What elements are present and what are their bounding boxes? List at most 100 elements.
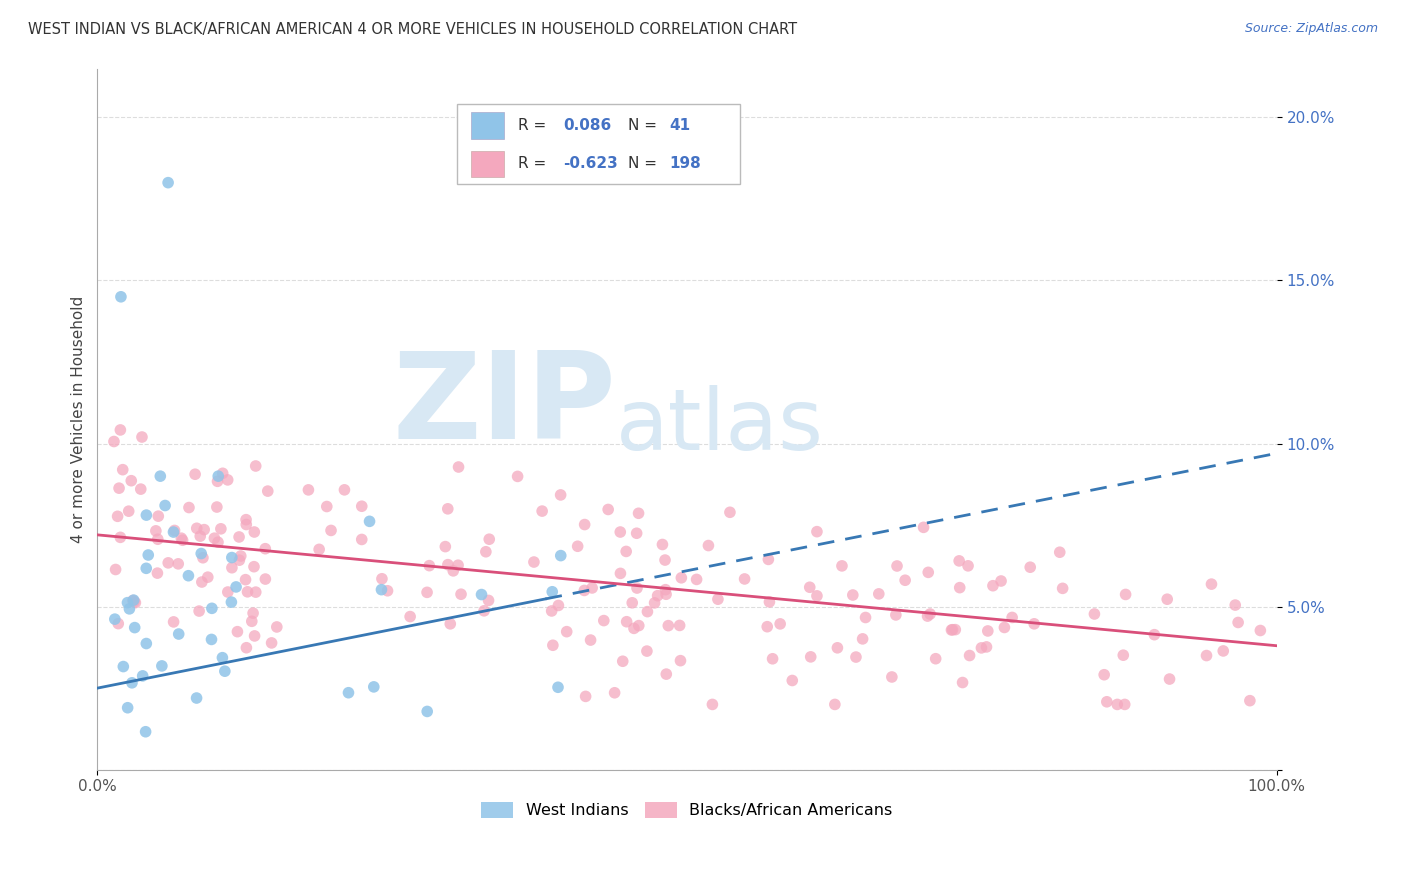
- Point: [981, 579, 1004, 593]
- Text: Source: ZipAtlas.com: Source: ZipAtlas.com: [1244, 22, 1378, 36]
- Point: [186, 691, 208, 706]
- Point: [831, 558, 853, 573]
- Point: [107, 616, 129, 631]
- Point: [1019, 560, 1042, 574]
- Point: [623, 621, 645, 635]
- Point: [254, 572, 277, 586]
- Point: [243, 559, 266, 574]
- Point: [122, 593, 145, 607]
- Point: [1212, 644, 1234, 658]
- Point: [350, 500, 373, 514]
- Point: [1083, 607, 1105, 621]
- Text: ZIP: ZIP: [392, 347, 616, 464]
- Point: [845, 650, 868, 665]
- Text: 198: 198: [669, 156, 702, 171]
- Point: [574, 517, 596, 532]
- Point: [418, 558, 440, 573]
- Point: [245, 458, 267, 473]
- Point: [167, 557, 190, 571]
- Point: [228, 530, 250, 544]
- Point: [1225, 598, 1247, 612]
- Point: [350, 533, 373, 547]
- Point: [603, 686, 626, 700]
- Point: [177, 568, 200, 582]
- Point: [990, 574, 1012, 588]
- Point: [221, 595, 243, 609]
- Text: -0.623: -0.623: [564, 156, 617, 171]
- Point: [217, 585, 239, 599]
- Point: [574, 583, 596, 598]
- Point: [475, 545, 498, 559]
- Point: [1227, 615, 1250, 630]
- Point: [149, 469, 172, 483]
- Point: [170, 531, 193, 545]
- Point: [540, 604, 562, 618]
- Point: [214, 664, 236, 678]
- Point: [1024, 616, 1046, 631]
- Point: [669, 654, 692, 668]
- Point: [235, 513, 257, 527]
- Point: [172, 533, 194, 548]
- Point: [477, 593, 499, 607]
- Point: [377, 583, 399, 598]
- Point: [124, 621, 146, 635]
- Point: [146, 566, 169, 581]
- Point: [118, 504, 141, 518]
- Point: [806, 524, 828, 539]
- Point: [949, 581, 972, 595]
- Text: N =: N =: [628, 118, 662, 133]
- Point: [780, 673, 803, 688]
- Point: [555, 624, 578, 639]
- Point: [842, 588, 865, 602]
- Point: [1115, 587, 1137, 601]
- Point: [799, 580, 821, 594]
- Point: [868, 587, 890, 601]
- Point: [621, 596, 644, 610]
- Point: [135, 561, 157, 575]
- Point: [478, 533, 501, 547]
- Point: [547, 680, 569, 694]
- Point: [523, 555, 546, 569]
- Point: [1092, 667, 1115, 681]
- Point: [924, 651, 946, 665]
- Point: [756, 552, 779, 566]
- Point: [221, 550, 243, 565]
- Point: [121, 675, 143, 690]
- Point: [977, 624, 1000, 638]
- Point: [886, 559, 908, 574]
- Point: [117, 596, 139, 610]
- Point: [359, 514, 381, 528]
- Point: [756, 620, 779, 634]
- Bar: [471, 112, 505, 138]
- Point: [135, 508, 157, 522]
- Point: [1159, 672, 1181, 686]
- Point: [135, 724, 157, 739]
- Point: [107, 509, 129, 524]
- Point: [470, 588, 492, 602]
- Point: [188, 529, 211, 543]
- Point: [1001, 610, 1024, 624]
- Point: [131, 430, 153, 444]
- Point: [654, 582, 676, 597]
- Point: [472, 604, 495, 618]
- Point: [370, 582, 392, 597]
- Point: [993, 620, 1015, 634]
- Point: [150, 659, 173, 673]
- Point: [110, 290, 132, 304]
- Text: 41: 41: [669, 118, 690, 133]
- Point: [671, 571, 693, 585]
- Point: [506, 469, 529, 483]
- Point: [205, 500, 228, 514]
- Point: [894, 574, 917, 588]
- Point: [550, 488, 572, 502]
- Point: [120, 474, 142, 488]
- Point: [880, 670, 903, 684]
- Point: [531, 504, 554, 518]
- Point: [761, 652, 783, 666]
- Point: [228, 553, 250, 567]
- Point: [598, 502, 620, 516]
- Point: [959, 648, 981, 663]
- Point: [976, 640, 998, 654]
- Point: [235, 517, 257, 532]
- Point: [256, 484, 278, 499]
